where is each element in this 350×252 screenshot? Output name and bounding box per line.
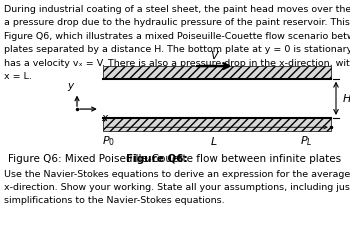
Text: y: y bbox=[68, 81, 74, 91]
Text: V: V bbox=[211, 50, 218, 60]
Text: During industrial coating of a steel sheet, the paint head moves over the steel : During industrial coating of a steel she… bbox=[4, 5, 350, 14]
Text: a pressure drop due to the hydraulic pressure of the paint reservoir. This scena: a pressure drop due to the hydraulic pre… bbox=[4, 18, 350, 27]
Text: has a velocity vₓ = V. There is also a pressure drop in the x-direction, with P : has a velocity vₓ = V. There is also a p… bbox=[4, 58, 350, 68]
Text: H: H bbox=[342, 94, 350, 104]
Text: x = L.: x = L. bbox=[4, 72, 32, 81]
Bar bbox=[103, 66, 331, 79]
Text: simplifications to the Navier-Stokes equations.: simplifications to the Navier-Stokes equ… bbox=[4, 196, 225, 205]
Text: Figure Q6:: Figure Q6: bbox=[126, 154, 188, 164]
Text: $P_L$: $P_L$ bbox=[300, 134, 313, 148]
Bar bbox=[103, 118, 331, 132]
Text: plates separated by a distance H. The bottom plate at y = 0 is stationary while : plates separated by a distance H. The bo… bbox=[4, 45, 350, 54]
Text: x-direction. Show your working. State all your assumptions, including justificat: x-direction. Show your working. State al… bbox=[4, 182, 350, 191]
Text: Use the Navier-Stokes equations to derive an expression for the average fluid ve: Use the Navier-Stokes equations to deriv… bbox=[4, 169, 350, 178]
Text: Figure Q6, which illustrates a mixed Poiseuille-Couette flow scenario between tw: Figure Q6, which illustrates a mixed Poi… bbox=[4, 32, 350, 41]
Text: x: x bbox=[101, 113, 107, 123]
Text: $L$: $L$ bbox=[210, 134, 217, 146]
Text: Figure Q6: Mixed Poiseuille-Couette flow between infinite plates: Figure Q6: Mixed Poiseuille-Couette flow… bbox=[8, 154, 342, 164]
Text: $P_0$: $P_0$ bbox=[102, 134, 115, 148]
